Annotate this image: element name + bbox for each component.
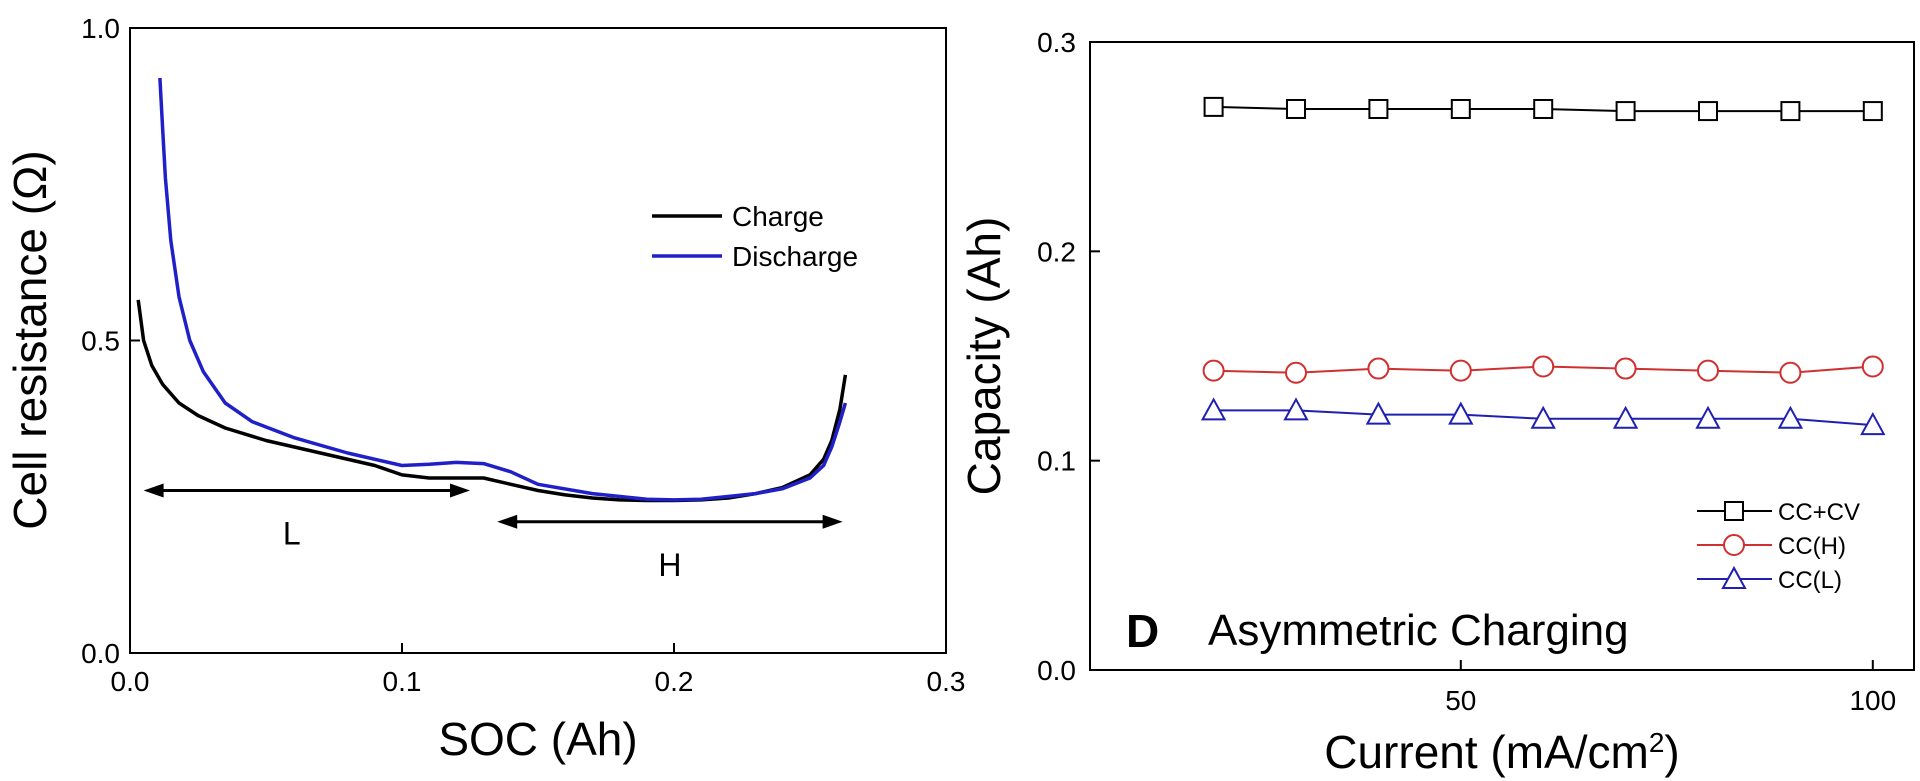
legend-label-cc-h: CC(H): [1778, 533, 1846, 560]
data-point-cc-cv: [1286, 98, 1306, 119]
data-point-cc-l: [1777, 405, 1804, 429]
data-point-cc-l: [1860, 412, 1886, 436]
legend-marker-cc-l: [1721, 565, 1747, 589]
right-y-tick-label: 0.1: [1037, 446, 1076, 477]
data-point-cc-l: [1530, 405, 1556, 429]
data-point-cc-h: [1285, 361, 1307, 384]
left-x-axis-title: SOC (Ah): [438, 713, 637, 765]
left-y-tick-label: 0.5: [81, 326, 120, 357]
data-point-cc-h: [1367, 357, 1390, 380]
right-x-axis-title-end: ): [1664, 726, 1679, 778]
annotation-arrowhead-left: [497, 514, 518, 529]
data-point-cc-h: [1532, 355, 1555, 378]
data-point-cc-l: [1448, 401, 1474, 425]
data-point-cc-h: [1697, 359, 1719, 382]
right-x-tick-label: 100: [1849, 685, 1896, 716]
right-x-tick-label: 50: [1445, 685, 1476, 716]
left-x-tick-label: 0.3: [927, 666, 966, 697]
data-point-cc-cv: [1698, 101, 1718, 122]
series-line-charge: [136, 299, 848, 503]
left-y-tick-label: 1.0: [81, 13, 120, 44]
annotation-arrowhead-left: [143, 483, 164, 498]
data-point-cc-h: [1779, 361, 1802, 384]
left-y-axis-title: Cell resistance (Ω): [4, 150, 56, 529]
data-point-cc-h: [1449, 359, 1472, 382]
left-x-tick-label: 0.0: [111, 666, 150, 697]
data-point-cc-cv: [1450, 98, 1471, 119]
region-label-H: H: [658, 547, 681, 583]
data-point-cc-l: [1365, 401, 1392, 425]
right-y-tick-label: 0.3: [1037, 27, 1076, 58]
data-point-cc-l: [1283, 397, 1309, 421]
data-point-cc-cv: [1780, 101, 1801, 122]
right-chart-title: Asymmetric Charging: [1208, 606, 1629, 655]
legend-marker-cc-cv: [1724, 501, 1744, 521]
right-x-axis-title: Current (mA/cm2): [1324, 726, 1680, 778]
annotation-arrowhead-right: [822, 514, 843, 529]
data-point-cc-l: [1612, 405, 1639, 429]
left-y-tick-label: 0.0: [81, 638, 120, 669]
annotation-arrowhead-right: [450, 483, 470, 498]
data-point-cc-h: [1202, 359, 1225, 382]
legend-label-discharge: Discharge: [732, 241, 858, 272]
right-x-axis-title-main: Current (mA/cm: [1324, 726, 1649, 778]
region-label-L: L: [283, 516, 301, 552]
right-y-axis-title: Capacity (Ah): [958, 217, 1010, 496]
data-point-cc-h: [1861, 355, 1884, 378]
data-point-cc-l: [1695, 405, 1721, 429]
legend-label-cc-l: CC(L): [1778, 567, 1842, 594]
legend-label-cc-cv: CC+CV: [1778, 499, 1860, 526]
series-line-discharge: [158, 77, 848, 502]
data-point-cc-l: [1200, 397, 1227, 421]
data-point-cc-h: [1614, 357, 1637, 380]
left-x-tick-label: 0.2: [655, 666, 694, 697]
data-point-cc-cv: [1368, 98, 1389, 119]
left-plot-frame: [129, 27, 947, 654]
left-x-tick-label: 0.1: [383, 666, 422, 697]
data-point-cc-cv: [1203, 96, 1224, 117]
capacity-chart: 50 100 0.0 0.1 0.2 0.3 Capacity (Ah) Current …: [958, 27, 1915, 778]
legend-marker-cc-h: [1723, 534, 1745, 556]
data-point-cc-cv: [1533, 98, 1554, 119]
right-x-axis-title-sup: 2: [1649, 727, 1665, 758]
panel-letter: D: [1126, 605, 1159, 657]
data-point-cc-cv: [1862, 101, 1883, 122]
right-y-tick-label: 0.0: [1037, 655, 1076, 686]
right-plot-frame: [1089, 41, 1915, 671]
right-y-tick-label: 0.2: [1037, 236, 1076, 267]
legend-label-charge: Charge: [732, 201, 824, 232]
data-point-cc-cv: [1615, 101, 1636, 122]
resistance-chart: 0.0 0.1 0.2 0.3 0.0 0.5 1.0 L H SOC (Ah) Cell r…: [4, 13, 965, 765]
